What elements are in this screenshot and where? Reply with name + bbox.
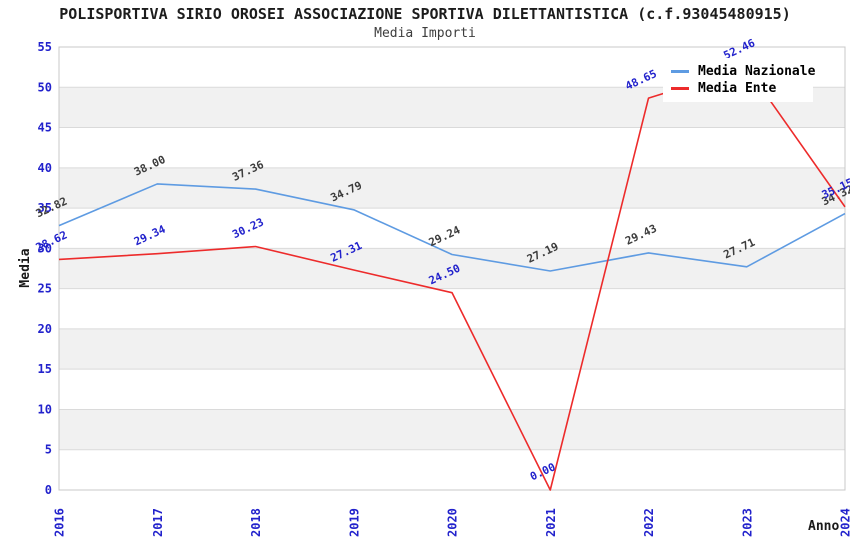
plot-band [59,369,845,410]
plot-band [59,449,845,490]
x-tick-label: 2021 [544,508,558,537]
x-axis-title: Anno [808,519,839,534]
y-tick-label: 55 [38,40,52,54]
y-tick-label: 45 [38,121,52,135]
chart-subtitle: Media Importi [374,26,476,41]
x-tick-label: 2018 [249,508,263,537]
legend-item: Media Ente [671,80,813,97]
y-tick-label: 40 [38,161,52,175]
x-tick-label: 2022 [642,508,656,537]
x-tick-label: 2023 [740,508,754,537]
x-tick-label: 2019 [347,508,361,537]
y-tick-label: 30 [38,241,52,255]
y-tick-label: 25 [38,282,52,296]
plot-band [59,167,845,209]
y-tick-label: 50 [38,80,52,94]
y-tick-label: 35 [38,201,52,215]
plot-band [59,409,845,450]
plot-band [59,208,845,249]
plot-band [59,288,845,329]
x-tick-label: 2016 [53,508,67,537]
legend-label: Media Ente [698,81,777,96]
legend-item: Media Nazionale [671,63,816,80]
legend-swatch-icon [671,70,689,73]
y-axis-title: Media [18,248,33,287]
plot-border [58,46,846,491]
y-tick-label: 20 [38,322,52,336]
chart-title: POLISPORTIVA SIRIO OROSEI ASSOCIAZIONE S… [59,5,791,23]
legend-swatch-icon [671,87,689,90]
x-tick-label: 2017 [151,508,165,537]
x-tick-label: 2020 [446,508,460,537]
y-tick-label: 5 [45,443,52,457]
y-tick-label: 0 [45,483,52,497]
plot-band [59,328,845,370]
y-tick-label: 10 [38,402,52,416]
series-line-media-nazionale [58,183,846,272]
x-tick-label: 2024 [839,508,850,537]
plot-band [59,127,845,168]
y-tick-label: 15 [38,362,52,376]
legend-label: Media Nazionale [698,64,816,79]
legend: Media Nazionale Media Ente [663,58,816,102]
